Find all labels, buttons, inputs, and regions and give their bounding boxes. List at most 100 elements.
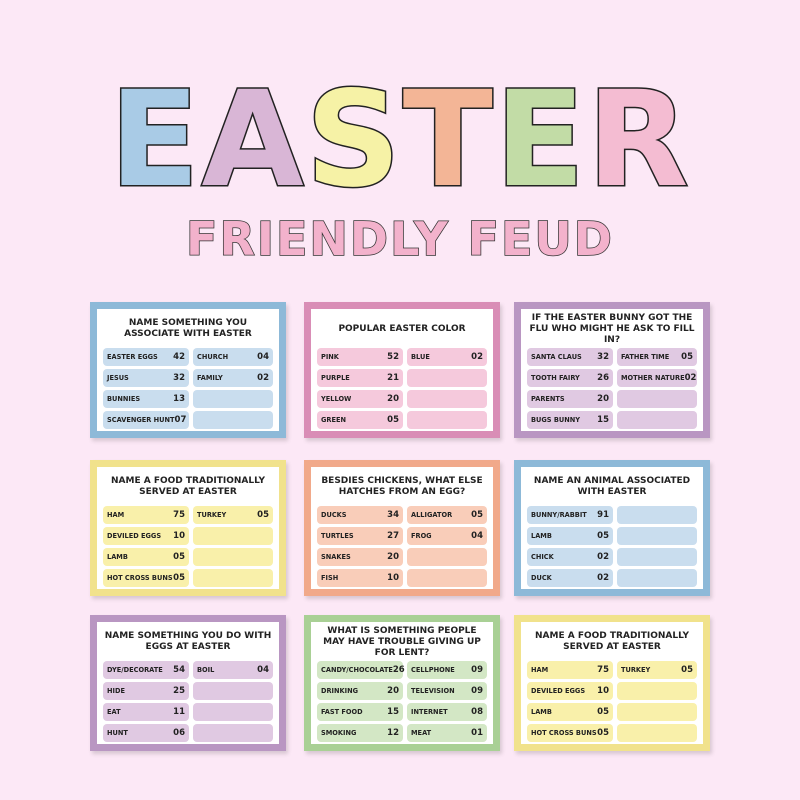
answer-points: 15 [597,415,609,425]
answer-points: 06 [173,728,185,738]
question: WHAT IS SOMETHING PEOPLE MAY HAVE TROUBL… [323,625,481,658]
answer-text: LAMB [531,532,552,540]
answer-points: 54 [173,665,185,675]
question: NAME SOMETHING YOU ASSOCIATE WITH EASTER [124,318,252,339]
answer-points: 10 [387,573,399,583]
answer-points: 04 [257,665,269,675]
answer-text: HAM [531,666,549,674]
answer-slot [617,682,697,700]
answer-text: MEAT [411,729,432,737]
answer-slot: TURKEY 05 [193,506,273,524]
game-card: NAME SOMETHING YOU ASSOCIATE WITH EASTER… [90,302,286,438]
answer-slot: INTERNET 08 [407,703,487,721]
answer-text: HAM [107,511,125,519]
answer-slot: ALLIGATOR 05 [407,506,487,524]
answer-text: FATHER TIME [621,353,670,361]
answer-slot [193,724,273,742]
answer-points: 13 [173,394,185,404]
answer-points: 02 [597,573,609,583]
answer-text: TURKEY [621,666,651,674]
answer-text: BUNNIES [107,395,141,403]
answer-points: 42 [173,352,185,362]
answer-points: 32 [597,352,609,362]
answer-points: 07 [174,415,187,425]
answer-text: TOOTH FAIRY [531,374,580,382]
answer-slot: HOT CROSS BUNS 05 [103,569,189,587]
answer-text: FROG [411,532,432,540]
answer-text: JESUS [107,374,129,382]
answer-slot: BUGS BUNNY 15 [527,411,613,429]
answer-text: SCAVENGER HUNT [107,416,175,424]
answer-points: 20 [387,394,399,404]
answer-slot: HUNT 06 [103,724,189,742]
answer-text: CHURCH [197,353,229,361]
answer-slot: GREEN 05 [317,411,403,429]
answer-points: 75 [173,510,185,520]
answer-slot [407,390,487,408]
answer-slot [193,390,273,408]
answer-slot: MEAT 01 [407,724,487,742]
answer-text: DRINKING [321,687,359,695]
answer-slot: PINK 52 [317,348,403,366]
answer-text: BUGS BUNNY [531,416,581,424]
answer-slot [617,411,697,429]
answer-points: 20 [387,686,399,696]
answer-slot: YELLOW 20 [317,390,403,408]
answer-slot: TOOTH FAIRY 26 [527,369,613,387]
answer-text: TURTLES [321,532,354,540]
answer-slot: BUNNY/RABBIT 91 [527,506,613,524]
answer-text: DEVILED EGGS [531,687,586,695]
answer-slot: HAM 75 [103,506,189,524]
question: NAME AN ANIMAL ASSOCIATED WITH EASTER [533,476,691,497]
answer-points: 52 [387,352,399,362]
answer-slot: DUCK 02 [527,569,613,587]
answer-slot [407,411,487,429]
game-card: NAME AN ANIMAL ASSOCIATED WITH EASTER BUN… [514,460,710,596]
answer-slot: JESUS 32 [103,369,189,387]
answer-points: 34 [387,510,399,520]
answer-slot [617,724,697,742]
answer-text: TURKEY [197,511,227,519]
answer-slot [617,569,697,587]
answer-points: 05 [597,531,609,541]
answer-points: 09 [471,686,483,696]
answer-points: 05 [173,573,185,583]
answer-slot: SMOKING 12 [317,724,403,742]
answer-slot: HOT CROSS BUNS 05 [527,724,613,742]
answer-points: 20 [387,552,399,562]
answer-text: CHICK [531,553,554,561]
card-panel: NAME A FOOD TRADITIONALLY SERVED AT EAST… [521,622,703,744]
answer-slot: FAMILY 02 [193,369,273,387]
answer-slot: SNAKES 20 [317,548,403,566]
answer-points: 05 [597,707,609,717]
card-panel: IF THE EASTER BUNNY GOT THE FLU WHO MIGH… [521,309,703,431]
answer-points: 05 [257,510,269,520]
answer-text: CELLPHONE [411,666,455,674]
answer-slot [193,411,273,429]
game-card: NAME SOMETHING YOU DO WITH EGGS AT EASTE… [90,615,286,751]
answer-slot: FAST FOOD 15 [317,703,403,721]
answer-text: HOT CROSS BUNS [531,729,597,737]
answer-text: PARENTS [531,395,565,403]
subtitle: FRIENDLY FEUD [185,211,614,267]
answer-slot [407,548,487,566]
answer-slot [407,369,487,387]
answer-slot: CHICK 02 [527,548,613,566]
answer-points: 09 [471,665,483,675]
answer-slot [617,703,697,721]
answer-slot: DEVILED EGGS 10 [527,682,613,700]
answer-slot: LAMB 05 [527,703,613,721]
answer-slot [193,527,273,545]
answer-text: FAST FOOD [321,708,363,716]
answer-text: YELLOW [321,395,352,403]
answer-points: 26 [392,665,405,675]
answer-points: 32 [173,373,185,383]
answer-slot: CANDY/CHOCOLATE 26 [317,661,405,679]
card-panel: NAME AN ANIMAL ASSOCIATED WITH EASTER BUN… [521,467,703,589]
answer-slot [617,527,697,545]
answer-slot [617,506,697,524]
question: POPULAR EASTER COLOR [338,323,466,334]
answer-points: 02 [684,373,697,383]
answer-slot: SCAVENGER HUNT 07 [103,411,189,429]
answer-points: 10 [597,686,609,696]
